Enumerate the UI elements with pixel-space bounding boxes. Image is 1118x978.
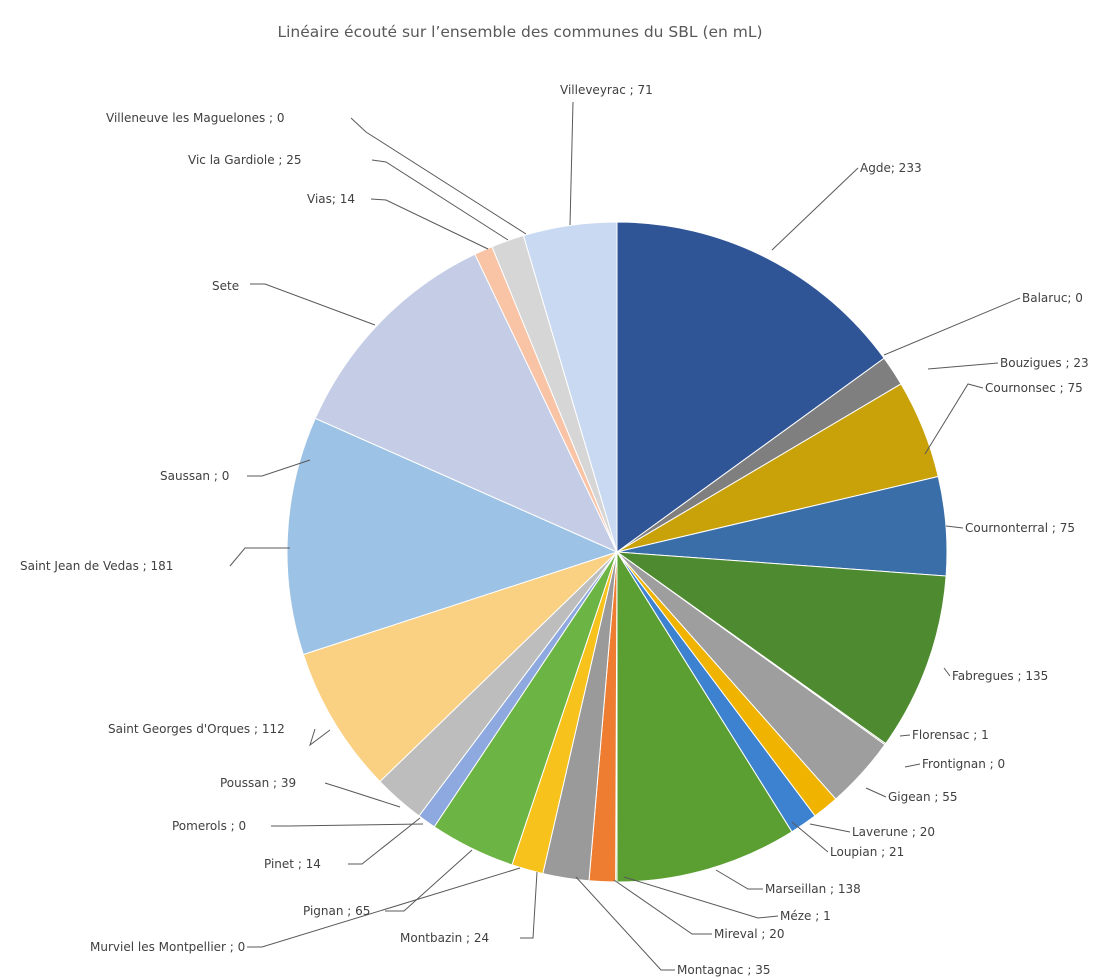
slice-label-marseillan: Marseillan ; 138 <box>765 882 861 896</box>
slice-label-pomerols: Pomerols ; 0 <box>172 819 246 833</box>
leader-line-vic-la-gardiole <box>371 159 509 241</box>
slice-label-saint-jean-de-vedas: Saint Jean de Vedas ; 181 <box>20 559 173 573</box>
slice-label-gigean: Gigean ; 55 <box>888 790 958 804</box>
leader-line-saint-georges-d-orques <box>309 728 331 747</box>
pie-slices <box>286 221 948 883</box>
leader-line-loupian <box>791 821 829 853</box>
slice-label-vic-la-gardiole: Vic la Gardiole ; 25 <box>188 153 302 167</box>
leader-line-murviel-les-montpellier <box>247 867 521 948</box>
slice-label-sete: Sete <box>212 279 239 293</box>
leader-line-pinet <box>348 817 421 865</box>
slice-label-agde: Agde; 233 <box>860 161 922 175</box>
slice-labels: Agde; 233 Balaruc; 0 Bouzigues ; 23 Cournon… <box>20 83 1089 977</box>
pie-slice-sete <box>314 253 619 554</box>
leader-line-saussan <box>247 459 311 477</box>
slice-label-bouzigues: Bouzigues ; 23 <box>1000 356 1089 370</box>
leader-line-montagnac <box>575 876 675 971</box>
leader-line-cournonterral <box>945 525 964 529</box>
leader-line-marseillan <box>715 869 763 890</box>
slice-label-cournonsec: Cournonsec ; 75 <box>985 381 1083 395</box>
leader-line-sete <box>250 283 376 326</box>
leader-line-laverune <box>809 823 851 833</box>
slice-label-pignan: Pignan ; 65 <box>303 904 370 918</box>
leader-line-gigean <box>865 787 887 798</box>
slice-label-pinet: Pinet ; 14 <box>264 857 321 871</box>
slice-label-montbazin: Montbazin ; 24 <box>400 931 489 945</box>
slice-label-villeveyrac: Villeveyrac ; 71 <box>560 83 653 97</box>
pie-slice-villeveyrac <box>522 221 618 553</box>
slice-label-loupian: Loupian ; 21 <box>830 845 904 859</box>
leader-lines <box>229 101 1021 971</box>
leader-line-fabregues <box>943 667 951 677</box>
leader-line-vias <box>370 198 489 250</box>
leader-line-mireval <box>613 879 712 935</box>
slice-label-murviel-les-montpellier: Murviel les Montpellier ; 0 <box>90 940 245 954</box>
slice-label-saussan: Saussan ; 0 <box>160 469 229 483</box>
slice-label-laverune: Laverune ; 20 <box>852 825 935 839</box>
slice-label-meze: Méze ; 1 <box>780 909 831 923</box>
leader-line-bouzigues <box>927 362 999 370</box>
slice-label-montagnac: Montagnac ; 35 <box>677 963 770 977</box>
leader-line-frontignan <box>904 763 921 768</box>
pie-slice-agde <box>616 221 885 553</box>
leader-line-pignan <box>385 849 473 912</box>
slice-label-saint-georges-d-orques: Saint Georges d'Orques ; 112 <box>108 722 285 736</box>
slice-label-vias: Vias; 14 <box>307 192 355 206</box>
slice-label-frontignan: Frontignan ; 0 <box>922 757 1005 771</box>
slice-label-florensac: Florensac ; 1 <box>912 728 989 742</box>
pie-slice-fabregues <box>615 551 947 745</box>
chart-title: Linéaire écouté sur l’ensemble des commu… <box>277 23 762 41</box>
leader-line-agde <box>771 167 859 251</box>
leader-line-pomerols <box>271 823 424 827</box>
slice-label-cournonterral: Cournonterral ; 75 <box>965 521 1075 535</box>
leader-line-villeveyrac <box>569 101 574 226</box>
pie-slice-marseillan <box>616 550 793 883</box>
leader-line-montbazin <box>520 871 538 939</box>
leader-line-balaruc <box>883 297 1021 356</box>
leader-line-poussan <box>324 782 401 808</box>
pie-slice-saint-georges-d-orques <box>302 551 618 783</box>
leader-line-saint-jean-de-vedas <box>229 547 290 567</box>
slice-label-villeneuve-les-maguelones: Villeneuve les Maguelones ; 0 <box>106 111 285 125</box>
slice-label-fabregues: Fabregues ; 135 <box>952 669 1048 683</box>
slice-label-balaruc: Balaruc; 0 <box>1022 291 1083 305</box>
leader-line-meze <box>623 876 779 919</box>
slice-label-mireval: Mireval ; 20 <box>714 927 784 941</box>
pie-slice-saint-jean-de-vedas <box>286 417 619 656</box>
leader-line-cournonsec <box>924 383 984 455</box>
leader-line-villeneuve-les-maguelones <box>350 117 527 235</box>
slice-label-poussan: Poussan ; 39 <box>220 776 296 790</box>
leader-line-florensac <box>899 734 911 737</box>
